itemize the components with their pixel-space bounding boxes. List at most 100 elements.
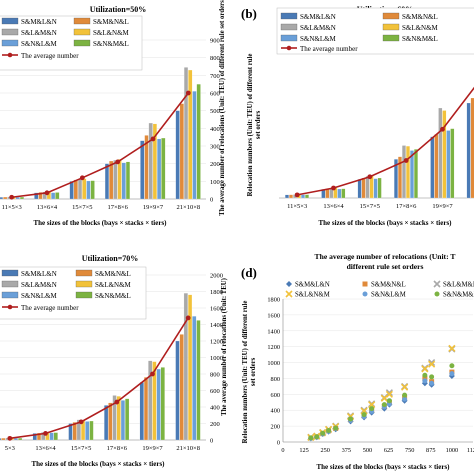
panel-d: (d) The average number of relocations (Un… (237, 237, 474, 474)
x-tick-label: 625 (384, 447, 393, 454)
legend-label: S&L&M&N (300, 24, 336, 32)
legend-swatch-marker (7, 304, 13, 310)
bar (15, 197, 20, 200)
bar (113, 160, 118, 200)
bar (357, 179, 362, 199)
chart-a-svg: Utilization=50% 0 100 200 300 400 500 600 700 800… (0, 0, 226, 227)
bar (161, 137, 166, 200)
chart-c-svg: Utilization=70% 0 200 400 600 800 1000 1200 1400… (0, 254, 228, 468)
legend-swatch (1, 291, 19, 299)
scatter-point (421, 365, 429, 373)
legend-label: The average number (300, 45, 358, 53)
legend-label: S&M&L&N (300, 13, 336, 21)
scatter-point (402, 396, 408, 402)
scatter-point (326, 427, 332, 433)
legend-swatch (1, 28, 19, 36)
scatter-point (449, 371, 455, 377)
x-tick-label: 125 (299, 447, 308, 454)
average-line (11, 92, 189, 199)
bar (157, 138, 162, 200)
y-tick-label: 600 (271, 392, 280, 399)
bar (53, 432, 58, 441)
bar (104, 163, 109, 200)
average-point (79, 175, 85, 181)
legend-swatch (73, 17, 91, 25)
bar (55, 192, 60, 200)
y-tick-label: 1000 (210, 355, 223, 362)
scatter-point (308, 435, 314, 441)
x-axis-label: The sizes of the blocks (bays × stacks ×… (319, 219, 453, 227)
y-tick-label: 400 (210, 405, 220, 412)
average-point (367, 174, 373, 180)
bar (0, 197, 3, 200)
bar (36, 432, 41, 441)
scatter-point (428, 358, 436, 367)
y-tick-label: 800 (210, 55, 220, 62)
bar (139, 382, 144, 441)
bar (305, 194, 309, 199)
x-tick-label: 13×6×4 (323, 203, 344, 210)
bar (89, 420, 94, 441)
scatter-point (429, 380, 435, 386)
scatter-point (401, 383, 409, 391)
x-tick-label: 5×3 (5, 445, 15, 452)
bar (183, 293, 188, 441)
bar (442, 110, 447, 199)
average-line (9, 317, 189, 440)
bar (148, 360, 153, 441)
legend-label: S&N&M&L (443, 292, 474, 299)
y-tick-label: 800 (271, 376, 280, 383)
average-point (7, 435, 13, 441)
x-tick-label: 15×7×5 (71, 445, 91, 452)
bar (108, 402, 113, 441)
bar (68, 423, 73, 441)
panel-label: (b) (241, 6, 257, 21)
average-point (115, 159, 121, 165)
average-point (114, 399, 120, 405)
bar (125, 398, 130, 441)
bar (301, 194, 305, 199)
y-tick-label: 0 (277, 440, 280, 447)
bar (104, 405, 109, 441)
y-tick-label: 700 (210, 73, 220, 80)
bar (394, 159, 398, 199)
bar (414, 149, 418, 199)
y-tick-label: 1200 (210, 339, 223, 346)
bar (1, 438, 6, 441)
legend-swatch (75, 269, 93, 277)
x-tick-label: 11×5×3 (2, 204, 22, 211)
bar (192, 91, 197, 200)
bar (144, 135, 149, 200)
chart-title: Utilization=50% (90, 5, 147, 14)
bar (337, 188, 342, 199)
legend-swatch (382, 23, 400, 31)
legend-label: The average number (21, 52, 79, 60)
scatter-point (360, 407, 368, 415)
bar (19, 196, 24, 200)
legend-label: The average number (21, 304, 79, 312)
y-tick-label: 200 (271, 424, 280, 431)
legend-swatch-marker (286, 45, 292, 51)
bar (398, 156, 402, 199)
x-tick-label: 500 (363, 447, 372, 454)
panel-b: Utilization=60%(b)11×5×313×6×415×7×517×8… (237, 0, 474, 237)
bar (152, 361, 157, 441)
y-tick-label: 100 (210, 179, 220, 186)
average-point (294, 192, 300, 198)
x-tick-label: 15×7×5 (72, 204, 92, 211)
x-tick-label: 875 (426, 447, 435, 454)
bar (179, 103, 184, 200)
y-axis-label: Relocation numbers (Unit: TEU) of differ… (247, 54, 254, 197)
scatter-point (333, 425, 339, 431)
bar (112, 395, 117, 441)
scatter-point (428, 360, 436, 368)
legend-swatch (73, 39, 91, 47)
y-axis-label: Relocation numbers (Unit: TEU) of differ… (242, 301, 249, 444)
y-tick-label: 1800 (267, 297, 280, 304)
bar (0, 438, 2, 441)
x-tick-label: 21×10×8 (176, 445, 200, 452)
bar (196, 320, 201, 441)
y-axis-label: set orders (250, 357, 257, 386)
legend-swatch (280, 23, 298, 31)
bar (34, 192, 39, 200)
